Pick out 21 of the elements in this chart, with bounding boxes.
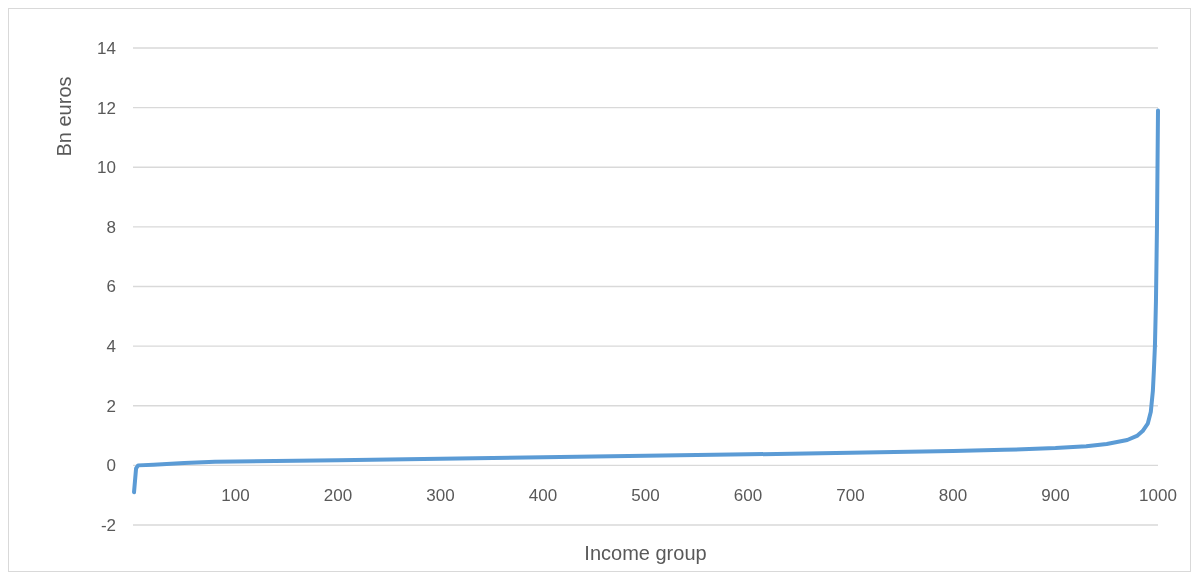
y-tick-label: 6 <box>106 277 116 297</box>
x-tick-label: 300 <box>426 486 455 506</box>
x-tick-label: 200 <box>323 486 353 506</box>
x-tick-label: 700 <box>836 486 865 506</box>
x-tick-label: 500 <box>631 486 660 506</box>
y-tick-label: 10 <box>97 158 116 178</box>
x-tick-label: 100 <box>221 486 250 506</box>
y-tick-label: 12 <box>97 98 116 118</box>
y-tick-label: 14 <box>97 38 116 58</box>
y-tick-label: 4 <box>106 337 116 357</box>
y-tick-label: 8 <box>106 217 116 237</box>
x-tick-label: 400 <box>528 486 558 506</box>
x-tick-label: 900 <box>1041 486 1070 506</box>
y-tick-label: 0 <box>106 456 116 476</box>
y-tick-label: 2 <box>106 396 116 416</box>
x-tick-label: 600 <box>733 486 763 506</box>
x-tick-label: 800 <box>938 486 968 506</box>
x-axis-title: Income group <box>584 542 707 564</box>
x-tick-label: 1000 <box>1139 486 1177 506</box>
y-tick-label: -2 <box>100 515 116 535</box>
y-axis-title: Bn euros <box>53 76 75 157</box>
